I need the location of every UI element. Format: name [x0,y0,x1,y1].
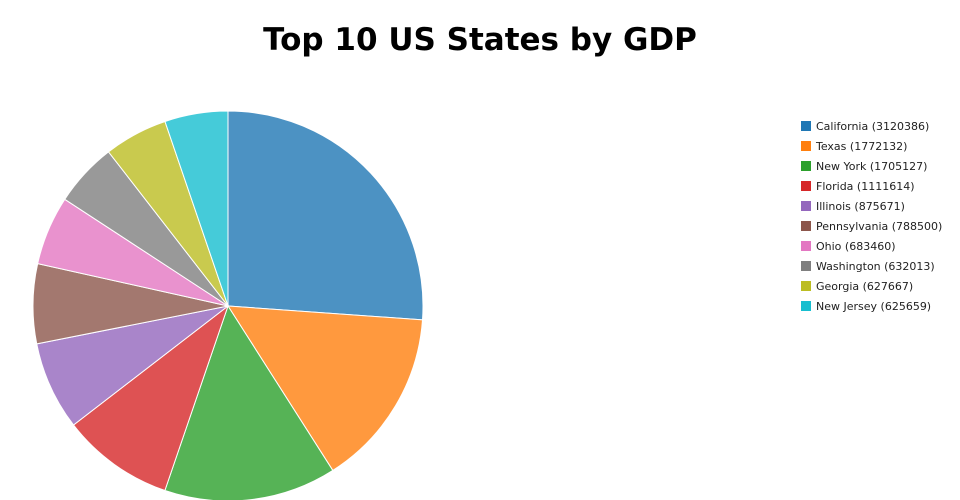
legend-swatch [801,221,811,231]
legend-label: Ohio (683460) [816,240,896,253]
legend-swatch [801,141,811,151]
legend-label: New York (1705127) [816,160,927,173]
pie-slice-california[interactable] [227,110,424,321]
legend-label: Florida (1111614) [816,180,914,193]
legend-swatch [801,241,811,251]
legend-label: Pennsylvania (788500) [816,220,942,233]
legend-label: New Jersey (625659) [816,300,931,313]
legend-swatch [801,161,811,171]
pie-slice-florida[interactable] [72,304,230,492]
legend-swatch [801,301,811,311]
legend-label: Texas (1772132) [815,140,907,153]
legend-swatch [801,121,811,131]
legend-label: California (3120386) [816,120,929,133]
chart-title: Top 10 US States by GDP [263,22,697,58]
legend-label: Georgia (627667) [816,280,913,293]
legend-swatch [801,281,811,291]
pie-slice-new-jersey[interactable] [164,110,229,307]
legend-label: Washington (632013) [816,260,935,273]
legend-swatch [801,261,811,271]
pie-slice-texas[interactable] [227,305,424,472]
legend-swatch [801,181,811,191]
legend: California (3120386) Texas (1772132) New Y… [801,120,942,313]
pie-slices [32,110,424,500]
legend-label: Illinois (875671) [816,200,905,213]
legend-swatch [801,201,811,211]
